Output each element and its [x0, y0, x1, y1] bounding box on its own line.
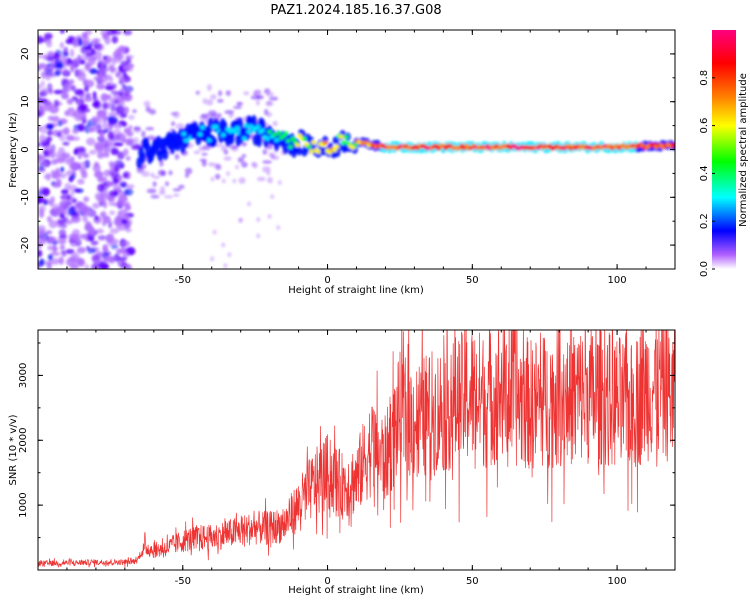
spectrogram-panel: -50 0 50 100 -20 -10 0 10 20 Height of straight …: [8, 29, 676, 296]
snr-panel: -50 0 50 100 1000 2000 3000 Height of straight…: [8, 329, 676, 596]
colorbar-label: Normalized spectral amplitude: [738, 73, 749, 227]
colorbar-gradient: [712, 30, 736, 269]
snr-series-line: [38, 330, 675, 568]
colorbar-tick-label: 0.2: [699, 213, 710, 229]
y-tick-label: 10: [20, 95, 31, 108]
x-tick-label: 100: [608, 275, 627, 286]
spectrogram-xlabel: Height of straight line (km): [288, 285, 424, 296]
x-tick-label: 100: [608, 576, 627, 587]
colorbar: 0.0 0.2 0.4 0.6 0.8 Normalized spectral ampl…: [699, 30, 749, 277]
x-tick-label: 50: [466, 576, 479, 587]
colorbar-tick-label: 0.0: [699, 261, 710, 277]
spectrogram-axes: -50 0 50 100 -20 -10 0 10 20: [20, 29, 676, 286]
snr-axes: -50 0 50 100 1000 2000 3000: [18, 330, 676, 587]
y-tick-label: 20: [20, 48, 31, 61]
spectrogram-blobs: [38, 30, 675, 269]
colorbar-tick-label: 0.6: [699, 118, 710, 134]
spectrogram-image: [38, 30, 675, 269]
y-tick-label: -20: [20, 237, 31, 253]
y-tick-label: -10: [20, 189, 31, 205]
colorbar-tick-label: 0.4: [699, 165, 710, 181]
colorbar-tick-label: 0.8: [699, 70, 710, 86]
x-tick-label: 0: [324, 576, 330, 587]
snr-ylabel: SNR (10 * v/v): [8, 414, 19, 485]
y-tick-label: 0: [20, 146, 31, 152]
colorbar-ticks: 0.0 0.2 0.4 0.6 0.8: [699, 70, 715, 277]
x-tick-label: -50: [175, 275, 191, 286]
figure-title: PAZ1.2024.185.16.37.G08: [270, 3, 441, 18]
x-tick-label: -50: [175, 576, 191, 587]
x-tick-label: 50: [466, 275, 479, 286]
y-tick-label: 2000: [18, 428, 29, 453]
snr-xlabel: Height of straight line (km): [288, 585, 424, 596]
x-tick-label: 0: [324, 275, 330, 286]
spectrogram-ylabel: Frequency (Hz): [8, 112, 19, 188]
y-tick-label: 1000: [18, 492, 29, 517]
y-tick-label: 3000: [18, 363, 29, 388]
